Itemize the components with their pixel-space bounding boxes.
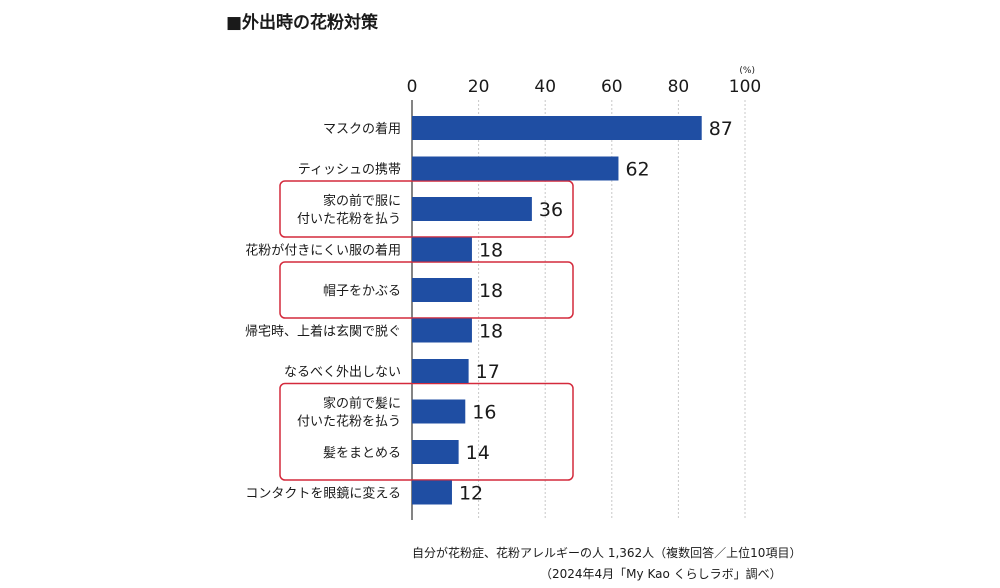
bar xyxy=(412,278,472,302)
bar xyxy=(412,359,469,383)
bar xyxy=(412,156,619,181)
x-tick-label: 100 xyxy=(729,77,761,97)
bar xyxy=(412,440,459,464)
category-label: なるべく外出しない xyxy=(284,365,401,380)
value-label: 36 xyxy=(539,199,563,221)
footnote-source: （2024年4月「My Kao くらしラボ」調べ） xyxy=(540,567,782,581)
category-label: コンタクトを眼鏡に変える xyxy=(245,486,401,502)
x-tick-label: 40 xyxy=(534,77,556,97)
x-axis-ticks: 0 20 40 60 80 100 xyxy=(407,77,762,97)
value-label: 62 xyxy=(625,159,649,181)
category-label: 付いた花粉を払う xyxy=(297,414,401,430)
category-label: 花粉が付きにくい服の着用 xyxy=(245,243,401,259)
category-label: マスクの着用 xyxy=(323,121,401,137)
category-label: ティッシュの携帯 xyxy=(298,162,401,178)
x-tick-label: 80 xyxy=(668,77,690,97)
category-labels: マスクの着用ティッシュの携帯家の前で服に付いた花粉を払う花粉が付きにくい服の着用… xyxy=(245,121,401,502)
footnote-sample: 自分が花粉症、花粉アレルギーの人 1,362人（複数回答／上位10項目） xyxy=(412,546,802,560)
highlight-boxes xyxy=(279,180,574,481)
value-label: 16 xyxy=(472,402,496,424)
x-tick-label: 20 xyxy=(468,77,490,97)
category-label: 付いた花粉を払う xyxy=(297,211,401,227)
category-label: 髪をまとめる xyxy=(323,446,401,461)
x-tick-label: 0 xyxy=(407,77,418,97)
value-label: 14 xyxy=(466,442,490,464)
category-label: 帽子をかぶる xyxy=(323,283,401,299)
bar xyxy=(412,197,532,221)
category-label: 帰宅時、上着は玄関で脱ぐ xyxy=(245,324,401,340)
bar xyxy=(412,237,472,262)
category-label: 家の前で髪に xyxy=(323,396,401,412)
highlight-box xyxy=(279,180,574,238)
bar xyxy=(412,480,452,505)
highlight-box xyxy=(279,382,574,481)
x-tick-label: 60 xyxy=(601,77,623,97)
value-label: 17 xyxy=(476,361,500,383)
value-label: 12 xyxy=(459,483,483,505)
bars xyxy=(412,116,702,505)
category-label: 家の前で服に xyxy=(323,193,401,209)
value-label: 18 xyxy=(479,321,503,343)
value-label: 18 xyxy=(479,280,503,302)
bar xyxy=(412,116,702,140)
bar xyxy=(412,318,472,343)
value-label: 18 xyxy=(479,240,503,262)
highlight-box xyxy=(279,261,574,319)
bar xyxy=(412,399,466,424)
chart-title: ■外出時の花粉対策 xyxy=(226,13,379,33)
value-label: 87 xyxy=(709,118,733,140)
unit-label: (%) xyxy=(739,66,755,76)
value-labels: 87 62 36 18 18 18 17 16 14 12 xyxy=(459,118,733,505)
